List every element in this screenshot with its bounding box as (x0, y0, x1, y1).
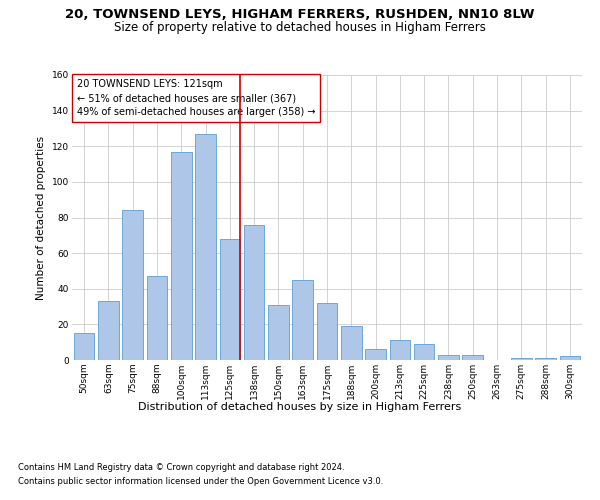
Bar (98, 301, 119, 360)
Bar (146, 276, 167, 360)
Bar (535, 358, 556, 360)
Bar (268, 305, 289, 360)
Bar (220, 239, 240, 360)
Bar (171, 152, 191, 360)
Bar (122, 210, 143, 360)
Bar (317, 303, 337, 360)
Y-axis label: Number of detached properties: Number of detached properties (37, 136, 46, 300)
Bar (365, 350, 386, 360)
Bar (195, 134, 216, 360)
Text: 20 TOWNSEND LEYS: 121sqm
← 51% of detached houses are smaller (367)
49% of semi-: 20 TOWNSEND LEYS: 121sqm ← 51% of detach… (77, 80, 316, 118)
Bar (414, 344, 434, 360)
Bar (389, 340, 410, 360)
Bar (341, 326, 362, 360)
Bar (560, 356, 580, 360)
Text: Contains public sector information licensed under the Open Government Licence v3: Contains public sector information licen… (18, 478, 383, 486)
Text: 20, TOWNSEND LEYS, HIGHAM FERRERS, RUSHDEN, NN10 8LW: 20, TOWNSEND LEYS, HIGHAM FERRERS, RUSHD… (65, 8, 535, 20)
Text: Size of property relative to detached houses in Higham Ferrers: Size of property relative to detached ho… (114, 21, 486, 34)
Bar (292, 280, 313, 360)
Text: Contains HM Land Registry data © Crown copyright and database right 2024.: Contains HM Land Registry data © Crown c… (18, 462, 344, 471)
Bar (244, 224, 265, 360)
Bar (438, 354, 459, 360)
Bar (74, 334, 94, 360)
Bar (463, 354, 483, 360)
Text: Distribution of detached houses by size in Higham Ferrers: Distribution of detached houses by size … (139, 402, 461, 412)
Bar (511, 358, 532, 360)
